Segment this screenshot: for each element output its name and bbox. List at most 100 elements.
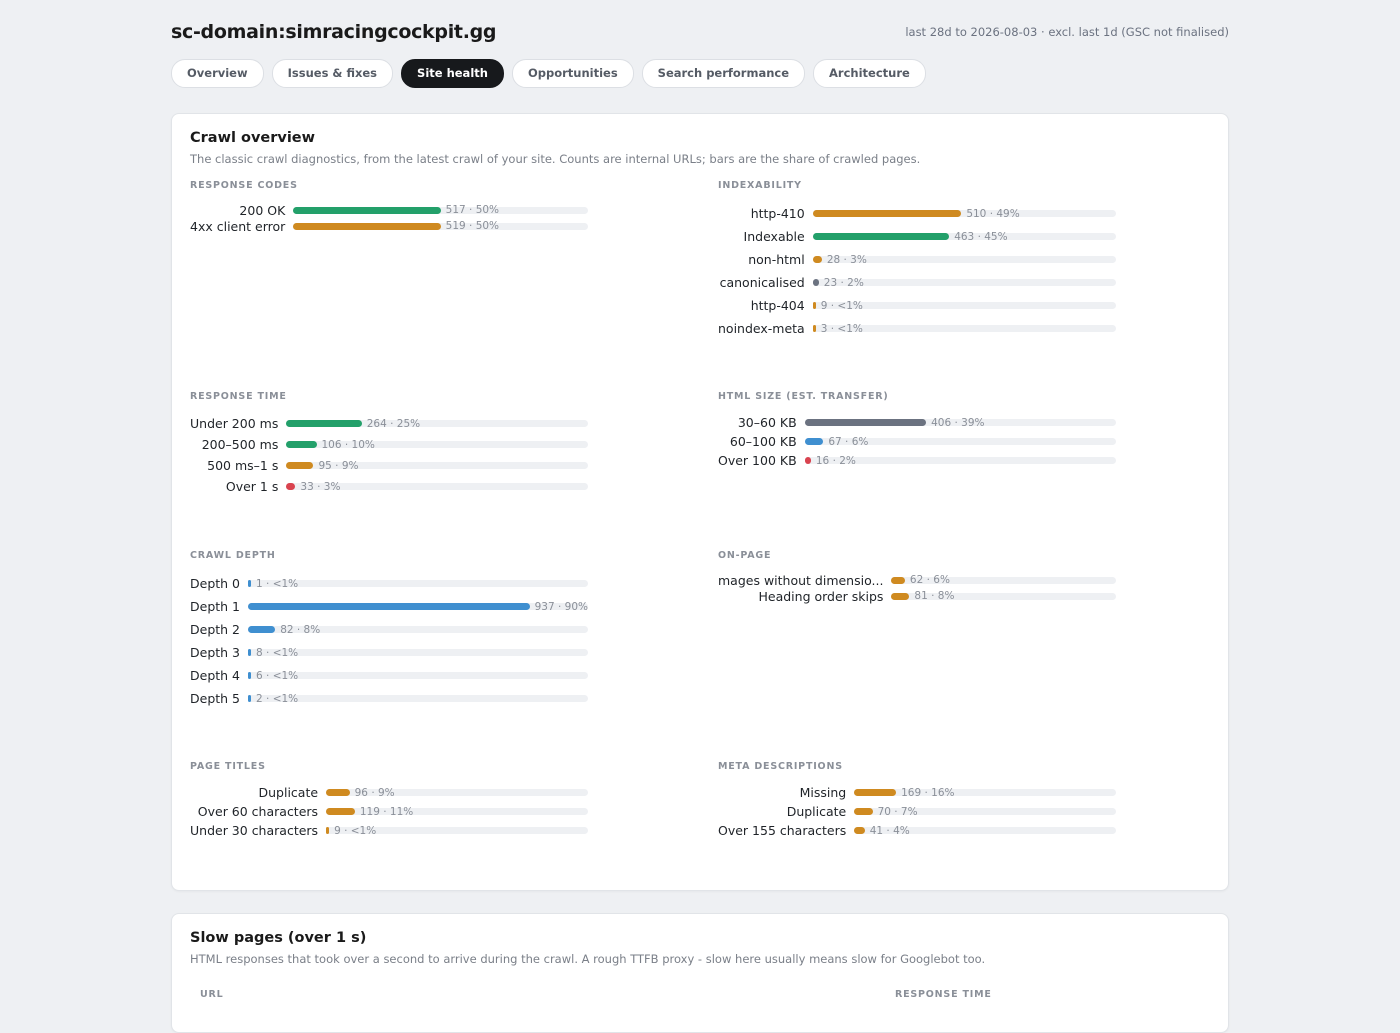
bar-value: 119 · 11% [359, 805, 414, 818]
bar-label: Over 155 characters [718, 823, 847, 838]
section-title: ON-PAGE [718, 550, 772, 561]
bar-label: 500 ms–1 s [207, 458, 279, 473]
bar-track: 23 · 2% [812, 277, 1116, 289]
section: CRAWL DEPTH Depth 0 1 · <1% Depth 1 937 · 90… [190, 550, 588, 761]
bar-label: 200–500 ms [201, 437, 279, 452]
section-title: META DESCRIPTIONS [718, 761, 843, 772]
bar-track: 16 · 2% [804, 454, 1116, 467]
page: sc-domain:simracingcockpit.gg last 28d t… [171, 21, 1229, 1033]
bar-label: 4xx client error [190, 218, 286, 234]
bar [248, 695, 251, 702]
section: RESPONSE CODES 200 OK 517 · 50% 4xx client … [190, 180, 588, 391]
bar-list: Depth 0 1 · <1% Depth 1 937 · 90% Depth 2 82 … [190, 572, 588, 710]
bar-value: 33 · 3% [300, 480, 341, 493]
bar-track: 33 · 3% [286, 480, 588, 493]
bar-value: 70 · 7% [877, 805, 918, 818]
bar-list: Duplicate 96 · 9% Over 60 characters 119 · … [190, 783, 588, 840]
bar-list: 30–60 KB 406 · 39% 60–100 KB 67 · 6% Over 10… [718, 413, 1116, 470]
bar-label: Over 60 characters [197, 804, 319, 819]
bar-value: 6 · <1% [256, 669, 299, 682]
tabs: Overview Issues & fixes Site health Opportu… [171, 59, 1229, 88]
bar [293, 206, 441, 214]
bar-track: 62 · 6% [891, 574, 1116, 586]
bar [804, 419, 927, 426]
bar-track: 9 · <1% [812, 300, 1116, 312]
site-title: sc-domain:simracingcockpit.gg [171, 21, 497, 43]
section: RESPONSE TIME Under 200 ms 264 · 25% 200–50… [190, 391, 588, 550]
bar-value: 9 · <1% [334, 824, 377, 837]
bar-track: 1 · <1% [248, 577, 588, 590]
bar [812, 325, 816, 332]
section: ON-PAGE mages without dimensio... 62 · 6% H… [718, 550, 1116, 761]
bar-track: 9 · <1% [326, 824, 588, 837]
bar-label: canonicalised [719, 275, 805, 290]
bar-value: 937 · 90% [534, 600, 588, 613]
bar [326, 789, 350, 796]
bar-track: 41 · 4% [854, 824, 1116, 837]
section-title: RESPONSE CODES [190, 180, 298, 191]
bar-label: http-410 [750, 206, 805, 221]
bar-track: 28 · 3% [812, 253, 1116, 266]
bar-track: 96 · 9% [326, 786, 588, 799]
bar-value: 41 · 4% [869, 824, 910, 837]
bar-label: Depth 2 [190, 622, 240, 637]
bar [326, 827, 330, 834]
bar-list: http-410 510 · 49% Indexable 463 · 45% non-h… [718, 202, 1116, 340]
bar-value: 28 · 3% [826, 253, 867, 266]
bar [248, 580, 251, 587]
bar-value: 3 · <1% [820, 322, 863, 335]
slow-card: Slow pages (over 1 s) HTML responses tha… [171, 913, 1229, 1033]
content: sc-domain:simracingcockpit.gg last 28d t… [171, 0, 1229, 1033]
column-header: RESPONSE TIME [895, 989, 992, 1000]
bar [854, 827, 865, 834]
bar [286, 441, 317, 448]
tab[interactable]: Site health [401, 59, 504, 88]
bar-value: 519 · 50% [445, 220, 500, 232]
tab[interactable]: Opportunities [511, 59, 634, 88]
tab[interactable]: Architecture [813, 59, 926, 88]
bar-value: 510 · 49% [966, 207, 1020, 220]
bar-label: Duplicate [258, 785, 319, 800]
bar-track: 81 · 8% [891, 590, 1116, 602]
bar-track: 3 · <1% [812, 322, 1116, 335]
card-subtitle: HTML responses that took over a second t… [190, 952, 986, 966]
tab[interactable]: Search performance [641, 59, 806, 88]
bar-label: Missing [799, 785, 847, 800]
column-header: URL [200, 989, 224, 1000]
bar-value: 1 · <1% [256, 577, 299, 590]
card-title: Slow pages (over 1 s) [190, 930, 367, 946]
section-title: PAGE TITLES [190, 761, 266, 772]
bar-list: 200 OK 517 · 50% 4xx client error 519 · 50% [190, 202, 588, 234]
header: sc-domain:simracingcockpit.gg last 28d t… [171, 20, 1229, 44]
bar-track: 95 · 9% [286, 460, 588, 472]
bar-track: 6 · <1% [248, 669, 588, 682]
bar-label: http-404 [750, 298, 805, 313]
section-title: CRAWL DEPTH [190, 550, 276, 561]
card-subtitle: The classic crawl diagnostics, from the … [190, 152, 921, 166]
bar-track: 8 · <1% [248, 646, 588, 659]
bar-list: Missing 169 · 16% Duplicate 70 · 7% Over 155… [718, 783, 1116, 840]
bar-value: 16 · 2% [815, 454, 856, 467]
bar-label: 200 OK [239, 202, 286, 218]
tab[interactable]: Overview [171, 59, 264, 88]
bar-value: 169 · 16% [901, 786, 955, 799]
bar-track: 119 · 11% [326, 805, 588, 818]
bar-track: 510 · 49% [812, 207, 1116, 220]
bar-label: Depth 0 [190, 576, 240, 591]
bar-label: non-html [748, 252, 805, 267]
bar [804, 438, 824, 445]
bar-value: 96 · 9% [354, 786, 395, 799]
sections: RESPONSE CODES 200 OK 517 · 50% 4xx client … [190, 180, 1210, 861]
table-header: URL RESPONSE TIME [190, 989, 1210, 1000]
bar-label: Over 100 KB [718, 453, 797, 468]
bar-track: 82 · 8% [248, 624, 588, 636]
bar-list: Under 200 ms 264 · 25% 200–500 ms 106 · 10%… [190, 413, 588, 497]
bar-value: 8 · <1% [256, 646, 299, 659]
bar [891, 592, 910, 600]
bar-track: 519 · 50% [293, 220, 588, 232]
tab[interactable]: Issues & fixes [271, 59, 394, 88]
bar-track: 463 · 45% [812, 231, 1116, 243]
bar-track: 106 · 10% [286, 439, 588, 451]
bar-list: mages without dimensio... 62 · 6% Heading … [718, 572, 1116, 604]
bar-label: noindex-meta [718, 321, 805, 336]
